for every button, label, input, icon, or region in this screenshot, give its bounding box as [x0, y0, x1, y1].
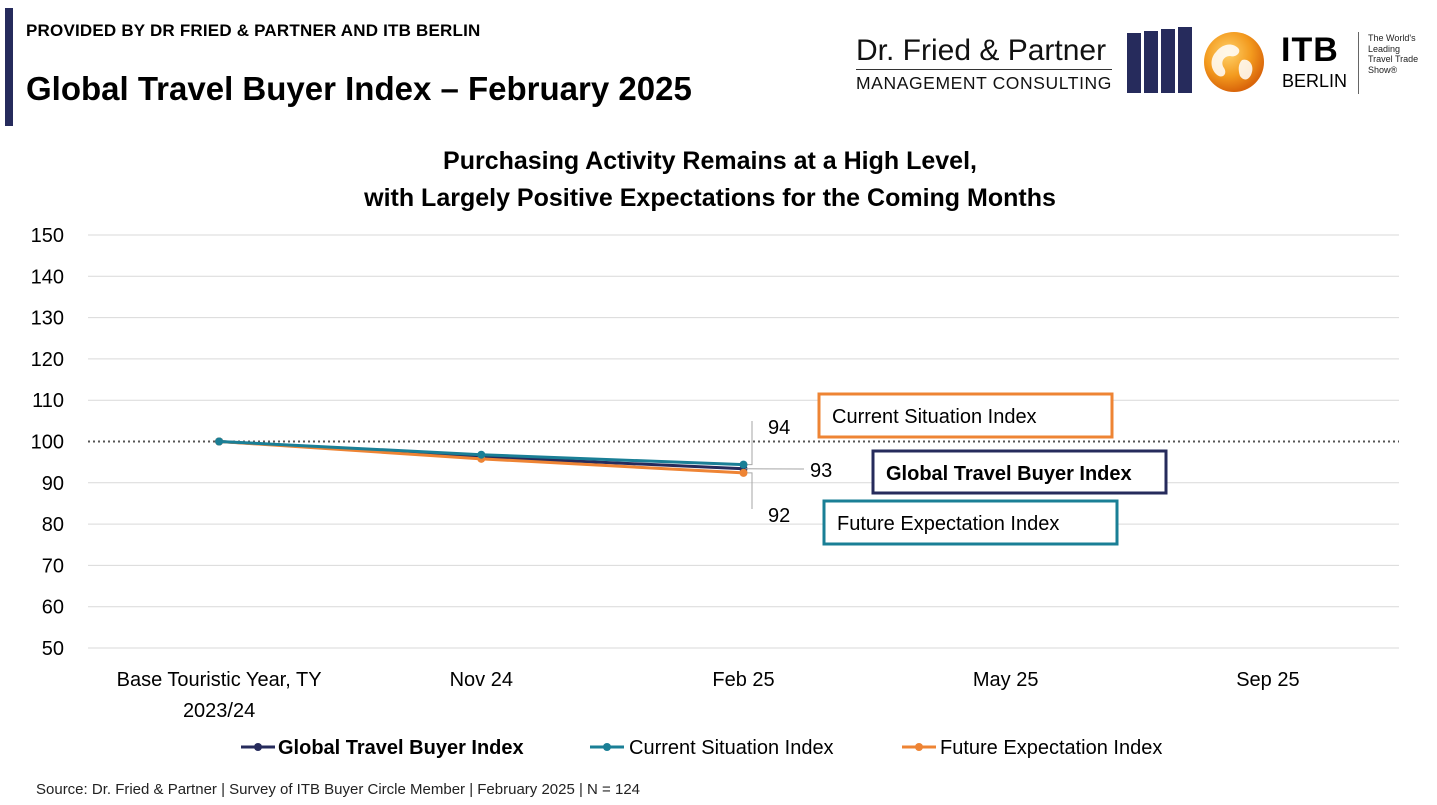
itb-tagline-line: Leading	[1368, 43, 1401, 54]
data-point	[739, 468, 748, 477]
end-value-label: 92	[768, 505, 790, 527]
itb-logo-city: BERLIN	[1282, 71, 1348, 91]
legend-swatch-marker	[254, 743, 262, 751]
x-tick-label: Sep 25	[1236, 669, 1299, 691]
chart-title-block: Purchasing Activity Remains at a High Le…	[260, 143, 1160, 217]
y-tick-label: 70	[42, 555, 64, 577]
globe-icon	[1204, 32, 1264, 92]
data-point	[215, 437, 224, 446]
itb-tagline-line: The World's	[1368, 33, 1416, 43]
callout-box	[822, 499, 1119, 546]
itb-tagline: The World's Leading Travel Trade Show®	[1368, 33, 1434, 75]
itb-divider	[1358, 32, 1359, 94]
fried-logo-rule	[856, 69, 1112, 70]
legend-swatch-marker	[915, 743, 923, 751]
x-tick-label: 2023/24	[183, 700, 255, 722]
legend-label: Current Situation Index	[629, 737, 834, 759]
callout-label: Global Travel Buyer Index	[886, 463, 1132, 485]
y-tick-label: 90	[42, 473, 64, 495]
callout-box	[871, 449, 1168, 495]
fried-logo-line2: MANAGEMENT CONSULTING	[856, 73, 1113, 93]
x-tick-label: Nov 24	[450, 669, 513, 691]
y-tick-label: 140	[31, 266, 64, 288]
source-note: Source: Dr. Fried & Partner | Survey of …	[36, 781, 641, 798]
data-point	[477, 450, 486, 459]
data-point	[739, 460, 748, 469]
callout-label: Current Situation Index	[832, 406, 1037, 428]
y-tick-label: 130	[31, 308, 64, 330]
provided-by-text: PROVIDED BY DR FRIED & PARTNER AND ITB B…	[26, 21, 481, 40]
x-tick-label: Feb 25	[712, 669, 774, 691]
y-tick-label: 150	[31, 225, 64, 247]
leader-line	[747, 472, 753, 509]
callout-box	[817, 392, 1114, 439]
page-title: Global Travel Buyer Index – February 202…	[26, 70, 692, 107]
legend-swatch-marker	[603, 743, 611, 751]
legend-label: Global Travel Buyer Index	[278, 737, 524, 759]
fried-logo-line1: Dr. Fried & Partner	[856, 34, 1107, 67]
y-tick-label: 80	[42, 514, 64, 536]
itb-logo-word: ITB	[1281, 31, 1339, 69]
legend-label: Future Expectation Index	[940, 737, 1162, 759]
end-value-label: 93	[810, 460, 832, 482]
header-accent-bar	[5, 8, 13, 126]
itb-tagline-line: Travel Trade	[1368, 54, 1419, 64]
callout-label: Future Expectation Index	[837, 513, 1059, 535]
y-tick-label: 120	[31, 349, 64, 371]
x-tick-label: May 25	[973, 669, 1039, 691]
end-value-label: 94	[768, 417, 790, 439]
chart-title: Purchasing Activity Remains at a High Le…	[443, 147, 977, 175]
y-tick-label: 50	[42, 638, 64, 660]
fried-bars-icon	[1127, 27, 1192, 93]
y-tick-label: 110	[32, 390, 64, 412]
fried-partner-logo: Dr. Fried & Partner MANAGEMENT CONSULTIN…	[856, 34, 1112, 94]
y-tick-label: 100	[31, 432, 64, 454]
itb-tagline-line: Show®	[1368, 64, 1398, 75]
leader-line	[747, 421, 753, 466]
chart-subtitle: with Largely Positive Expectations for t…	[364, 184, 1056, 212]
y-tick-label: 60	[42, 597, 64, 619]
x-tick-label: Base Touristic Year, TY	[117, 669, 322, 691]
